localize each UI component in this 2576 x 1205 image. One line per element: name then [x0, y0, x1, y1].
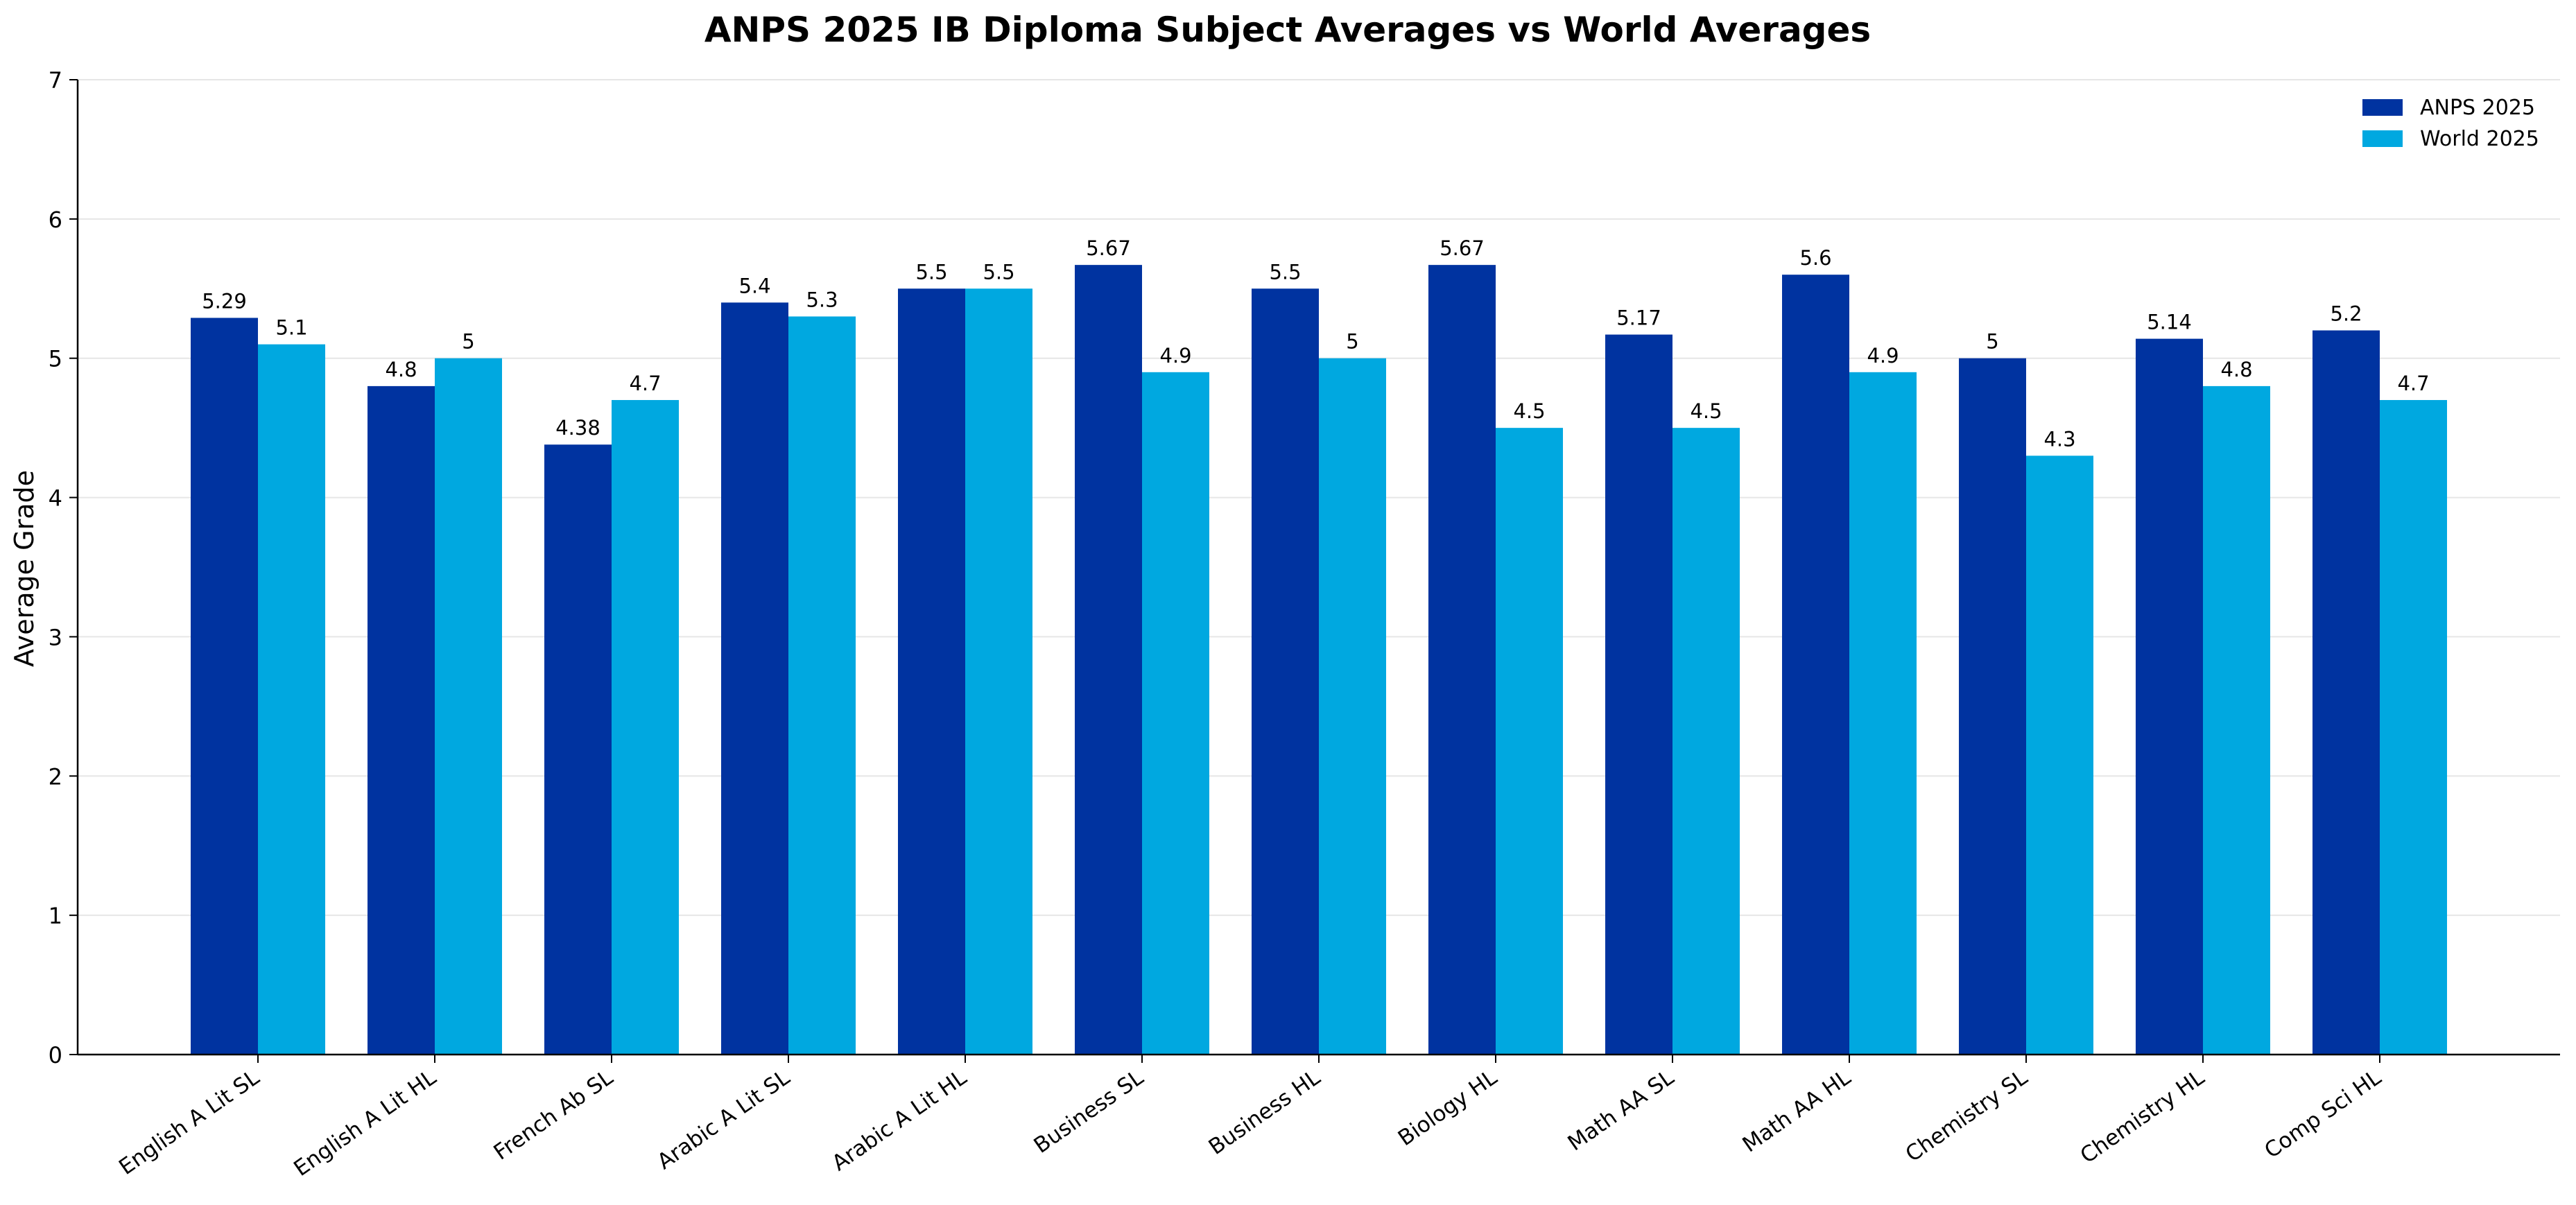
x-tick-label: Biology HL: [1394, 1065, 1502, 1151]
x-tick-label: Arabic A Lit HL: [827, 1065, 971, 1176]
bar-world: [1142, 372, 1209, 1055]
bar-value-label: 4.8: [2220, 358, 2252, 381]
bar-value-label: 5.3: [806, 288, 838, 311]
bar-value-label: 5.2: [2330, 302, 2362, 326]
bar-value-label: 5: [1986, 330, 1998, 354]
x-tick-label: Comp Sci HL: [2260, 1065, 2386, 1163]
x-tick-label: Business SL: [1030, 1065, 1149, 1159]
bar-world: [1319, 358, 1386, 1055]
chart-title: ANPS 2025 IB Diploma Subject Averages vs…: [704, 10, 1871, 50]
bar-value-label: 4.5: [1690, 399, 1722, 423]
y-tick-label: 5: [49, 346, 62, 372]
bar-value-label: 4.9: [1867, 344, 1899, 367]
legend-swatch-world: [2362, 130, 2403, 147]
bar-anps: [191, 318, 258, 1055]
bar-anps: [368, 385, 435, 1055]
bars: [191, 265, 2447, 1055]
bar-anps: [544, 444, 612, 1055]
bar-value-label: 5.6: [1799, 246, 1831, 270]
bar-anps: [1605, 334, 1672, 1055]
bar-world: [1496, 428, 1563, 1055]
bar-value-label: 5.5: [915, 260, 947, 284]
y-axis-label: Average Grade: [9, 470, 40, 667]
y-tick-label: 2: [49, 763, 62, 790]
bar-world: [1849, 372, 1917, 1055]
bar-value-label: 5: [462, 330, 474, 354]
bar-value-label: 4.38: [555, 416, 600, 440]
bar-anps: [1782, 275, 1849, 1055]
bar-value-label: 5.5: [1269, 260, 1301, 284]
x-tick-label: Business HL: [1204, 1065, 1326, 1160]
x-tick-label: Math AA SL: [1564, 1065, 1679, 1156]
legend-label: World 2025: [2420, 127, 2539, 151]
bar-value-label: 5.5: [983, 260, 1014, 284]
bar-world: [2203, 385, 2270, 1055]
bar-value-label: 5.29: [202, 289, 247, 313]
bar-world: [788, 316, 856, 1055]
bar-anps: [1428, 265, 1496, 1055]
y-tick-label: 6: [49, 207, 62, 233]
bar-world: [965, 288, 1032, 1055]
bar-world: [258, 344, 325, 1055]
legend-label: ANPS 2025: [2420, 96, 2535, 120]
bar-world: [435, 358, 502, 1055]
bar-value-label: 5.17: [1616, 306, 1661, 330]
x-tick-label: Chemistry SL: [1901, 1065, 2032, 1168]
bar-world: [2026, 456, 2093, 1055]
bar-anps: [2136, 338, 2203, 1055]
bar-value-label: 5.14: [2147, 311, 2192, 334]
x-tick-label: Chemistry HL: [2076, 1065, 2209, 1169]
bar-anps: [898, 288, 965, 1055]
bar-value-label: 5.1: [275, 316, 307, 340]
bar-anps: [1075, 265, 1142, 1055]
x-tick-label: English A Lit SL: [114, 1065, 264, 1180]
bar-anps: [1959, 358, 2026, 1055]
x-tick-label: Math AA HL: [1738, 1065, 1856, 1158]
bar-value-label: 4.8: [385, 358, 417, 381]
y-tick-label: 4: [49, 485, 62, 512]
bar-world: [612, 399, 679, 1055]
bar-world: [2380, 399, 2447, 1055]
bar-value-label: 5.67: [1086, 236, 1131, 260]
y-tick-label: 0: [49, 1042, 62, 1068]
bar-anps: [1252, 288, 1319, 1055]
legend-swatch-anps: [2362, 99, 2403, 116]
legend: ANPS 2025 World 2025: [2362, 96, 2539, 151]
bar-value-label: 5: [1346, 330, 1358, 354]
bar-value-label: 4.7: [2397, 372, 2429, 395]
data-labels: 5.294.84.385.45.55.675.55.675.175.655.14…: [202, 236, 2429, 451]
y-tick-label: 1: [49, 903, 62, 929]
y-tick-label: 7: [49, 67, 62, 94]
bar-value-label: 4.3: [2043, 427, 2075, 451]
bar-value-label: 4.5: [1513, 399, 1545, 423]
bar-value-label: 5.4: [738, 274, 770, 297]
x-tick-label: French Ab SL: [490, 1065, 619, 1165]
bar-anps: [721, 302, 788, 1055]
x-tick-label: English A Lit HL: [289, 1065, 441, 1181]
y-tick-label: 3: [49, 624, 62, 650]
x-tick-label: Arabic A Lit SL: [652, 1065, 795, 1174]
bar-world: [1672, 428, 1740, 1055]
bar-anps: [2313, 330, 2380, 1055]
bar-value-label: 4.7: [629, 372, 661, 395]
bar-value-label: 5.67: [1440, 236, 1485, 260]
bar-value-label: 4.9: [1159, 344, 1191, 367]
